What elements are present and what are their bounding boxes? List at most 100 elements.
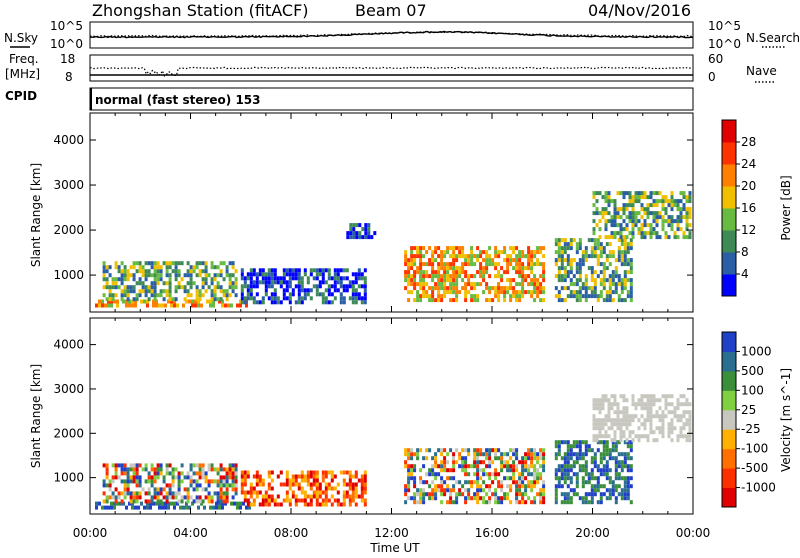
heatmap-cell: [599, 460, 603, 465]
heatmap-cell: [416, 250, 420, 255]
heatmap-cell: [592, 203, 596, 208]
heatmap-cell: [129, 479, 133, 484]
heatmap-cell: [413, 262, 417, 267]
heatmap-cell: [575, 294, 579, 299]
heatmap-cell: [655, 223, 659, 228]
heatmap-cell: [240, 296, 244, 301]
heatmap-cell: [159, 487, 163, 492]
heatmap-cell: [527, 266, 531, 271]
heatmap-cell: [168, 487, 172, 492]
heatmap-cell: [198, 471, 202, 476]
heatmap-cell: [153, 285, 157, 290]
heatmap-cell: [476, 476, 480, 481]
heatmap-cell: [623, 278, 627, 283]
heatmap-cell: [488, 290, 492, 295]
heatmap-cell: [120, 499, 124, 504]
heatmap-cell: [506, 278, 510, 283]
heatmap-cell: [524, 456, 528, 461]
heatmap-cell: [327, 498, 331, 503]
heatmap-cell: [598, 418, 602, 423]
heatmap-cell: [358, 231, 362, 236]
heatmap-cell: [619, 418, 623, 423]
heatmap-cell: [309, 470, 313, 475]
heatmap-cell: [291, 494, 295, 499]
heatmap-cell: [452, 500, 456, 505]
heatmap-cell: [213, 285, 217, 290]
heatmap-cell: [458, 464, 462, 469]
heatmap-cell: [536, 294, 540, 299]
heatmap-cell: [264, 284, 268, 289]
heatmap-cell: [102, 269, 106, 274]
heatmap-cell: [643, 422, 647, 427]
heatmap-cell: [608, 476, 612, 481]
heatmap-cell: [428, 492, 432, 497]
noise-right-tick-bottom: 10^0: [708, 37, 741, 51]
heatmap-cell: [592, 398, 596, 403]
heatmap-cell: [497, 274, 501, 279]
heatmap-cell: [419, 254, 423, 259]
heatmap-cell: [611, 488, 615, 493]
heatmap-cell: [192, 499, 196, 504]
heatmap-cell: [285, 284, 289, 289]
heatmap-cell: [652, 231, 656, 236]
heatmap-cell: [524, 460, 528, 465]
heatmap-cell: [566, 492, 570, 497]
heatmap-cell: [209, 505, 212, 510]
heatmap-cell: [404, 464, 408, 469]
heatmap-cell: [569, 270, 573, 275]
heatmap-cell: [667, 199, 671, 204]
heatmap-cell: [628, 231, 632, 236]
heatmap-cell: [131, 505, 134, 510]
heatmap-cell: [602, 492, 606, 497]
heatmap-cell: [219, 269, 223, 274]
heatmap-cell: [144, 479, 148, 484]
heatmap-cell: [461, 246, 465, 251]
heatmap-cell: [221, 501, 224, 506]
heatmap-cell: [101, 303, 104, 308]
heatmap-cell: [608, 274, 612, 279]
heatmap-cell: [446, 246, 450, 251]
heatmap-cell: [667, 219, 671, 224]
heatmap-cell: [464, 298, 468, 303]
heatmap-cell: [581, 258, 585, 263]
heatmap-cell: [114, 499, 118, 504]
heatmap-cell: [174, 277, 178, 282]
heatmap-cell: [113, 299, 116, 304]
heatmap-cell: [102, 265, 106, 270]
heatmap-cell: [324, 494, 328, 499]
heatmap-cell: [617, 274, 621, 279]
heatmap-cell: [617, 294, 621, 299]
heatmap-cell: [333, 288, 337, 293]
heatmap-cell: [566, 242, 570, 247]
heatmap-cell: [488, 274, 492, 279]
heatmap-cell: [186, 471, 190, 476]
heatmap-cell: [631, 223, 635, 228]
heatmap-cell: [234, 471, 238, 476]
heatmap-cell: [222, 483, 226, 488]
heatmap-cell: [575, 444, 579, 449]
heatmap-cell: [613, 231, 617, 236]
heatmap-cell: [608, 290, 612, 295]
heatmap-cell: [500, 500, 504, 505]
heatmap-cell: [422, 480, 426, 485]
heatmap-cell: [102, 273, 106, 278]
heatmap-cell: [111, 277, 115, 282]
heatmap-cell: [602, 468, 606, 473]
heatmap-cell: [617, 258, 621, 263]
heatmap-cell: [159, 277, 163, 282]
heatmap-cell: [506, 290, 510, 295]
heatmap-cell: [219, 487, 223, 492]
heatmap-cell: [688, 199, 692, 204]
heatmap-cell: [575, 270, 579, 275]
heatmap-cell: [521, 492, 525, 497]
heatmap-cell: [126, 487, 130, 492]
heatmap-cell: [156, 261, 160, 266]
heatmap-cell: [614, 476, 618, 481]
heatmap-cell: [595, 422, 599, 427]
heatmap-cell: [625, 203, 629, 208]
heatmap-cell: [629, 476, 633, 481]
heatmap-cell: [291, 490, 295, 495]
heatmap-cell: [611, 254, 615, 259]
heatmap-cell: [291, 482, 295, 487]
heatmap-cell: [288, 280, 292, 285]
